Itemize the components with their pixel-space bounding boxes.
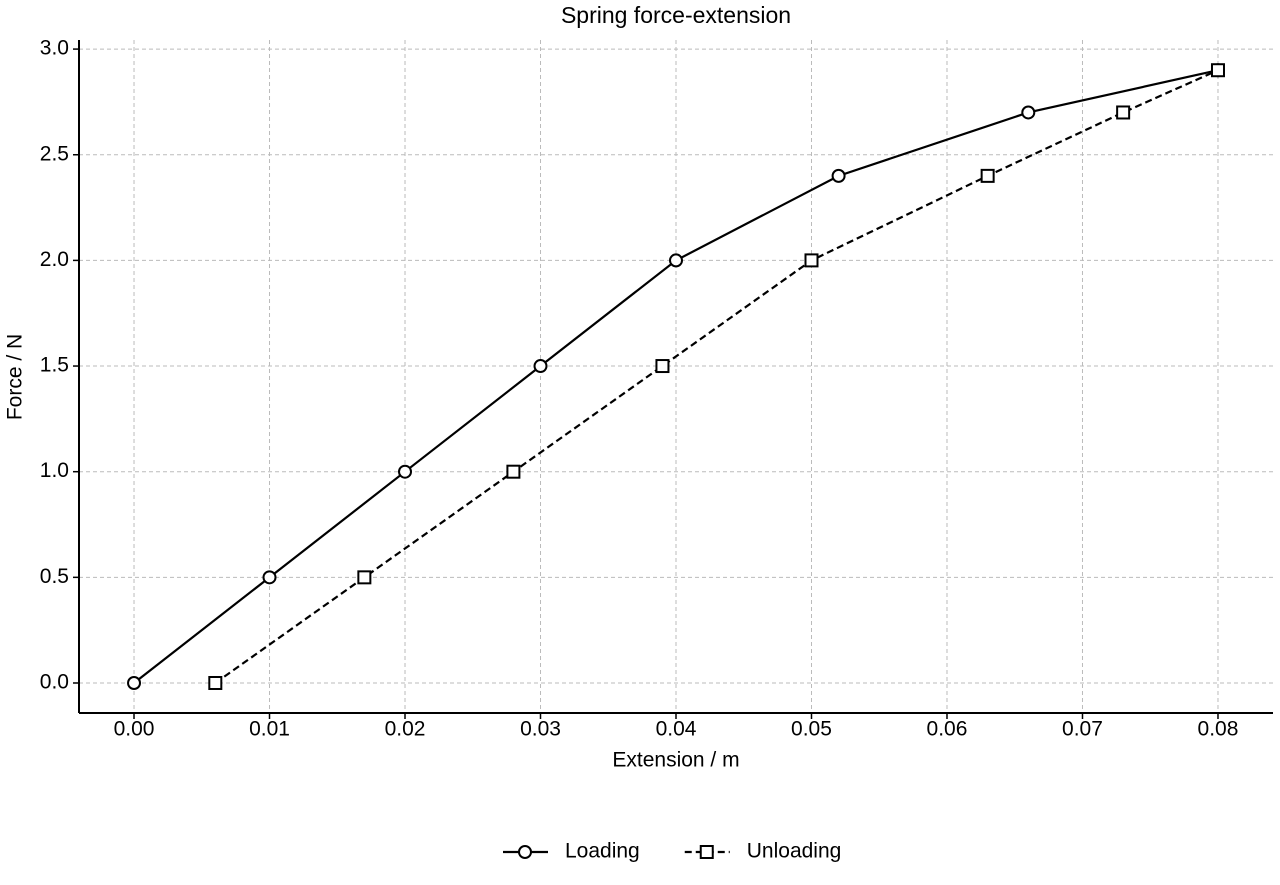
x-tick-label: 0.04 [656,718,697,741]
y-tick-label: 0.5 [40,565,69,588]
series-line [133,69,1219,684]
marker [127,675,142,690]
x-tick-label: 0.00 [114,718,155,741]
grid [79,40,1273,713]
marker [506,464,521,479]
y-tick-label: 0.0 [40,671,69,694]
marker [533,359,548,374]
x-tick-label: 0.06 [927,718,968,741]
y-tick-label: 1.0 [40,459,69,482]
y-tick-label: 1.5 [40,354,69,377]
marker [669,253,683,268]
marker [208,675,223,690]
marker [262,570,277,585]
marker [1021,105,1036,120]
marker [980,168,995,183]
marker [398,464,413,479]
legend-marker [699,845,714,859]
marker [655,359,670,374]
legend-label: Loading [565,840,640,863]
chart-title: Spring force-extension [561,2,791,28]
marker [1210,63,1225,78]
y-tick-label: 2.5 [40,142,69,165]
y-tick-label: 3.0 [40,37,69,60]
marker [357,570,372,585]
marker [804,253,819,268]
marker [1116,105,1131,120]
x-tick-label: 0.01 [249,718,290,741]
x-tick-label: 0.02 [385,718,426,741]
y-axis-label: Force / N [4,334,27,420]
x-axis-label: Extension / m [612,749,739,772]
x-tick-label: 0.07 [1062,718,1103,741]
x-tick-label: 0.08 [1198,718,1239,741]
legend: Loading Unloading [503,840,841,863]
legend-label: Unloading [747,840,842,863]
y-tick-label: 2.0 [40,248,69,271]
marker [831,168,846,183]
x-tick-label: 0.05 [791,718,832,741]
legend-marker [518,845,532,859]
series-line [214,69,1219,684]
x-tick-label: 0.03 [520,718,561,741]
